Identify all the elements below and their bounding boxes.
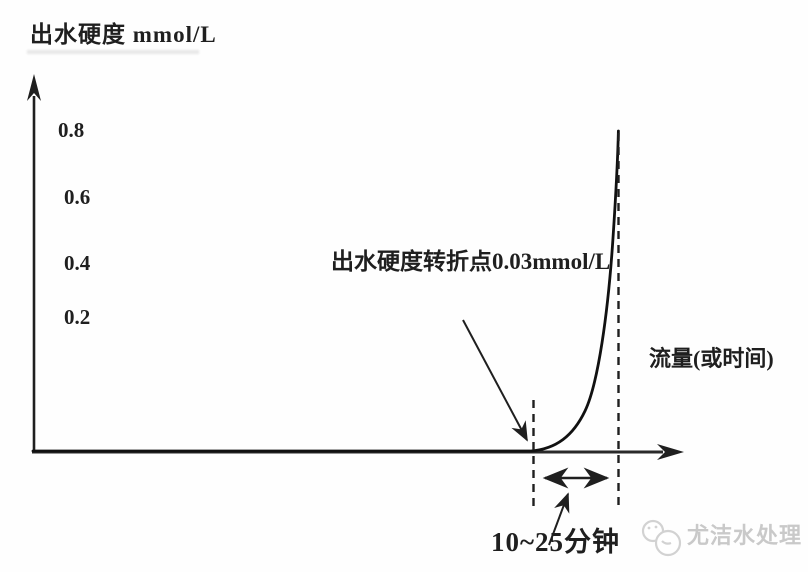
duration-label-arrow: [548, 492, 570, 546]
y-tick-0-8: 0.8: [58, 118, 85, 142]
hardness-curve: [31, 129, 620, 453]
y-tick-0-2: 0.2: [64, 305, 91, 329]
y-axis-arrowhead-icon: [27, 74, 41, 101]
breakpoint-annotation-arrow: [462, 319, 528, 442]
breakpoint-annotation-label: 出水硬度转折点0.03mmol/L: [331, 249, 611, 274]
y-axis-title: 出水硬度 mmol/L: [30, 22, 217, 47]
x-axis-title: 流量(或时间): [649, 346, 774, 371]
title-ghost-artifact: [27, 50, 199, 54]
bubbles-logo-icon: [641, 519, 682, 557]
y-tick-0-4: 0.4: [64, 251, 91, 275]
x-axis-arrowhead-icon: [657, 444, 684, 460]
y-tick-0-6: 0.6: [64, 185, 91, 209]
duration-label: 10~25分钟: [491, 527, 621, 557]
watermark-label: 尤洁水处理: [687, 523, 803, 548]
